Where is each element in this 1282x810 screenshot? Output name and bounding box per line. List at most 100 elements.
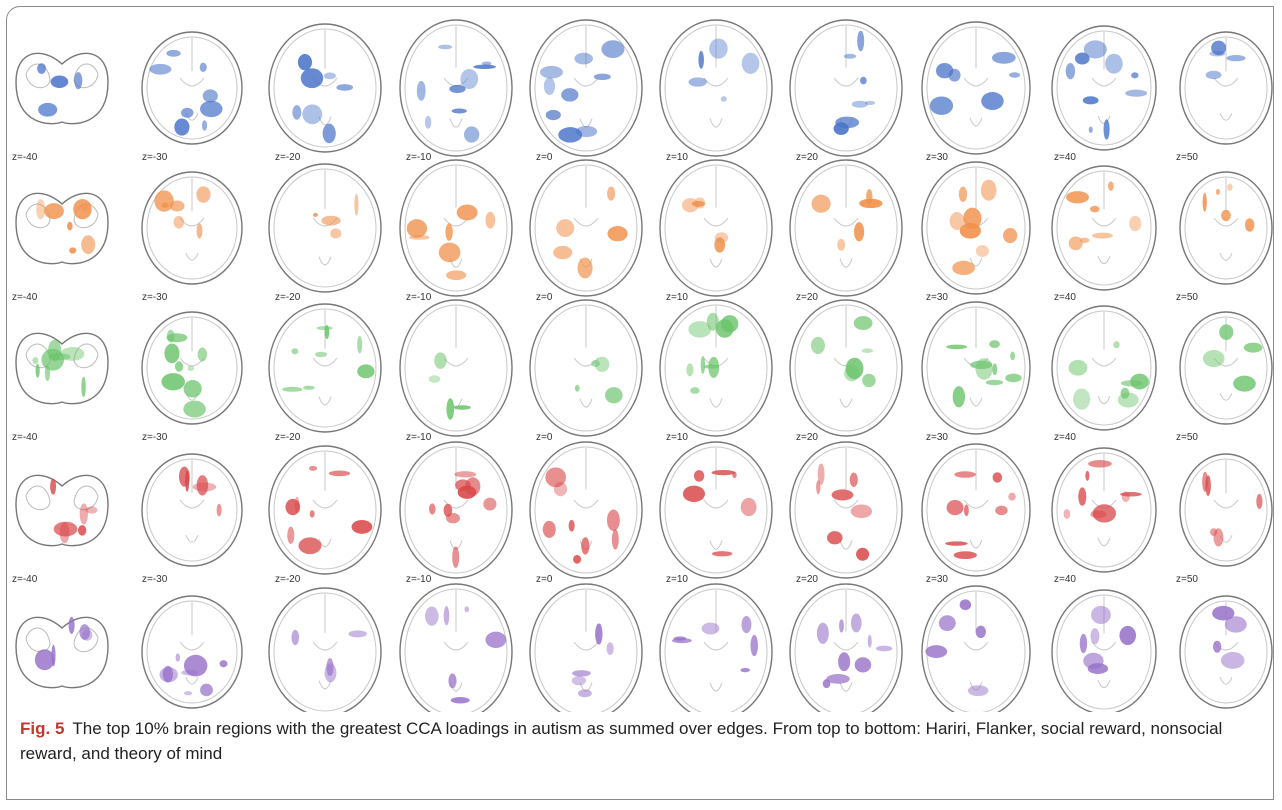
activation-blob [1211,40,1227,56]
activation-blob [688,77,707,87]
activation-blob [938,615,956,632]
activation-blob [67,221,73,231]
brain-slice: z=50 [1179,595,1273,709]
activation-blob [831,489,854,501]
activation-blob [348,630,367,638]
activation-blob [864,100,876,105]
activation-blob [845,357,864,380]
activation-blob [183,654,208,677]
inner-contour [404,588,508,712]
activation-blob [1068,236,1083,251]
inner-contour [1184,316,1268,420]
activation-blob [445,223,453,241]
brain-outline [921,443,1031,577]
activation-blob [811,194,831,213]
ventricle-contour [963,77,989,127]
slice-label: z=30 [926,432,948,443]
activation-blob [700,356,706,374]
inner-contour [273,592,377,712]
activation-blob [451,108,467,114]
activation-blob [312,212,319,217]
activation-blob [36,199,46,220]
activation-blob [1120,492,1142,497]
activation-blob [1202,349,1225,368]
activation-blob [964,504,969,517]
activation-blob [954,471,976,478]
activation-blob [1233,375,1256,392]
activation-blob [945,541,968,546]
brain-outline [1179,171,1273,285]
activation-blob [452,546,460,568]
activation-blob [810,336,826,354]
inner-contour [404,24,508,152]
brain-outline [268,587,382,712]
activation-blob [196,223,203,239]
brain-outline [659,159,773,297]
slice-label: z=0 [536,432,553,443]
activation-blob [1005,373,1022,383]
brain-outline [1051,25,1157,151]
brain-slice: z=-20 [268,23,382,163]
activation-blob [357,364,375,379]
activation-blob [1105,53,1123,74]
brain-outline [15,332,109,405]
activation-blob [1079,633,1088,654]
activation-blob [438,44,453,50]
slice-label: z=-40 [12,574,38,585]
brain-outline [789,159,903,297]
activation-blob [1083,40,1107,59]
activation-blob [859,198,883,209]
activation-blob [607,226,628,242]
activation-blob [456,204,478,221]
activation-blob [595,623,603,645]
brain-slice: z=10 [659,19,773,163]
inner-contour [1184,176,1268,280]
inner-contour [25,627,99,653]
activation-blob [464,606,470,613]
activation-blob [455,479,471,491]
inner-contour [534,304,638,432]
activation-blob [324,325,330,340]
activation-blob [1082,96,1099,105]
brain-slice: z=20 [789,583,903,712]
slice-label: z=10 [666,574,688,585]
activation-blob [196,475,209,496]
activation-blob [853,316,873,331]
brain-outline [1179,311,1273,425]
brain-outline [399,583,513,712]
brain-outline [399,19,513,157]
activation-blob [568,519,575,532]
brain-slice: z=-30 [141,171,243,303]
activation-blob [181,669,199,676]
inner-contour [794,24,898,152]
slice-label: z=-10 [406,152,432,163]
activation-blob [573,555,582,564]
activation-blob [837,238,846,251]
activation-blob [975,625,986,639]
activation-blob [875,645,893,652]
slice-label: z=50 [1176,292,1198,303]
ventricle-contour [833,641,859,692]
slice-label: z=-40 [12,432,38,443]
slice-label: z=30 [926,152,948,163]
activation-blob [453,405,471,410]
activation-blob [1008,72,1021,78]
activation-blob [282,386,303,392]
brain-slice: z=50 [1176,311,1273,443]
brain-slice: z=30 [921,443,1031,585]
activation-blob [706,312,719,331]
activation-blob [50,478,57,495]
inner-contour [273,28,377,148]
activation-blob [817,463,825,485]
activation-blob [750,634,758,657]
ventricle-contour [703,77,729,128]
slice-label: z=-10 [406,292,432,303]
brain-slice: z=30 [921,585,1031,712]
brain-outline [399,441,513,579]
inner-contour [273,308,377,428]
brain-outline [141,595,243,709]
slice-label: z=40 [1054,292,1076,303]
activation-blob [857,30,865,52]
brain-outline [921,301,1031,435]
inner-contour [664,164,768,292]
